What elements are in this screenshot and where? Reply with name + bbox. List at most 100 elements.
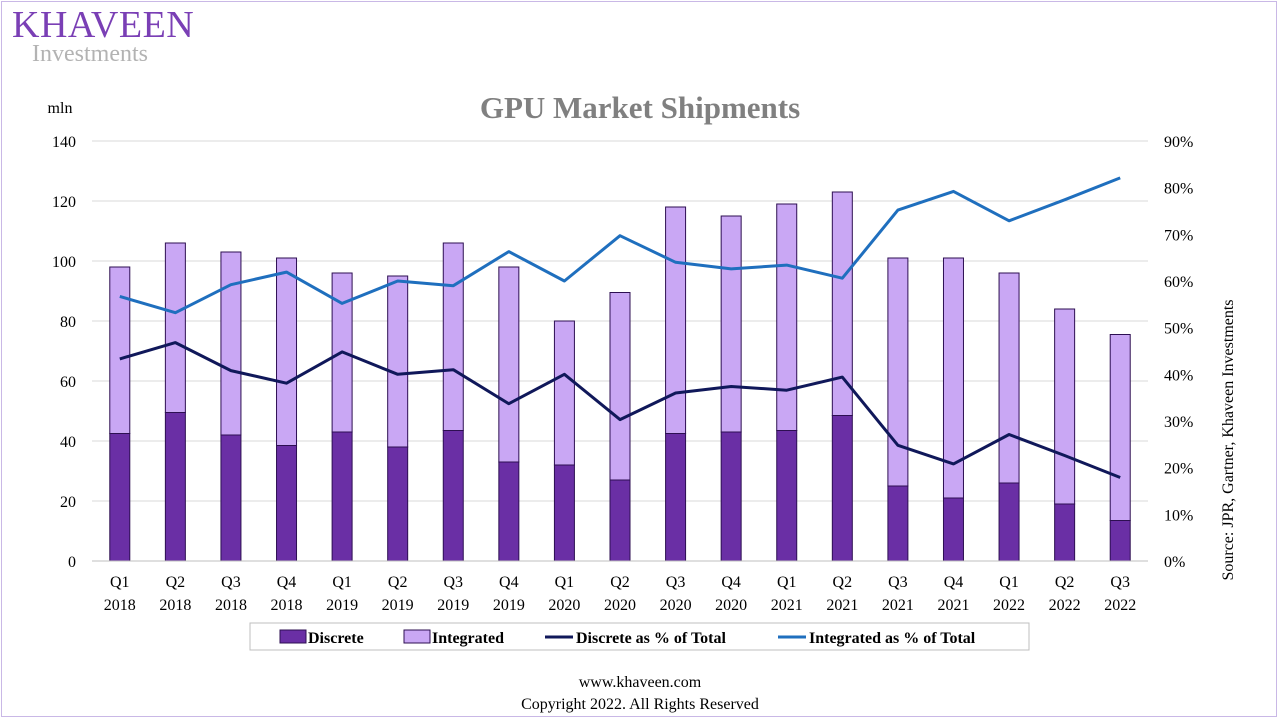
x-tick-year: 2021: [826, 597, 858, 614]
bar-discrete: [220, 434, 242, 562]
legend-label-discrete-pct: Discrete as % of Total: [576, 630, 726, 647]
x-tick-year: 2022: [993, 597, 1025, 614]
x-tick-year: 2019: [493, 597, 525, 614]
source-note: Source: JPR, Gartner, Khaveen Investment…: [1220, 299, 1237, 580]
bar-integrated: [887, 257, 909, 487]
footer-url: www.khaveen.com: [578, 674, 702, 691]
bar-discrete: [164, 412, 186, 562]
bar-integrated: [609, 292, 631, 481]
line-integrated-pct: [119, 176, 1121, 315]
x-tick-quarter: Q2: [610, 574, 630, 591]
x-tick-quarter: Q4: [277, 574, 297, 591]
bar-integrated: [665, 206, 687, 434]
x-tick-quarter: Q1: [555, 574, 575, 591]
bar-discrete: [720, 431, 742, 562]
x-tick-year: 2019: [326, 597, 358, 614]
y-tick-label: 120: [52, 194, 76, 211]
y-tick-label: 100: [52, 254, 76, 271]
x-tick-quarter: Q3: [221, 574, 241, 591]
y-tick-label: 140: [52, 134, 76, 151]
y2-tick-label: 0%: [1164, 554, 1185, 571]
x-tick-year: 2019: [437, 597, 469, 614]
line-discrete-pct: [119, 341, 1121, 479]
x-tick-year: 2019: [382, 597, 414, 614]
x-tick-year: 2022: [1049, 597, 1081, 614]
bar-discrete: [109, 433, 131, 562]
bar-integrated: [164, 242, 186, 413]
bar-discrete: [442, 430, 464, 562]
bar-discrete: [887, 485, 909, 562]
bar-integrated: [720, 215, 742, 433]
legend-label-discrete: Discrete: [308, 630, 364, 647]
legend-label-integrated-pct: Integrated as % of Total: [809, 630, 976, 647]
legend-box: [249, 622, 1030, 651]
x-tick-year: 2018: [215, 597, 247, 614]
x-tick-quarter: Q1: [999, 574, 1019, 591]
x-tick-quarter: Q3: [666, 574, 686, 591]
bar-integrated: [220, 251, 242, 436]
bar-integrated: [998, 272, 1020, 484]
bar-integrated: [1054, 308, 1076, 505]
brand-logo: KHAVEEN Investments: [12, 6, 194, 66]
bar-discrete: [998, 482, 1020, 562]
bar-integrated: [553, 320, 575, 466]
y-tick-label: 60: [60, 374, 76, 391]
x-tick-quarter: Q2: [1055, 574, 1075, 591]
x-tick-quarter: Q3: [1110, 574, 1130, 591]
x-tick-quarter: Q4: [944, 574, 964, 591]
y2-tick-label: 80%: [1164, 181, 1193, 198]
x-tick-quarter: Q3: [888, 574, 908, 591]
x-tick-year: 2021: [771, 597, 803, 614]
y-axis-unit-label: mln: [48, 100, 73, 117]
x-tick-year: 2020: [604, 597, 636, 614]
y2-tick-label: 30%: [1164, 414, 1193, 431]
bar-discrete: [1109, 520, 1131, 562]
bar-integrated: [109, 266, 131, 434]
bar-discrete: [831, 415, 853, 562]
y-tick-label: 40: [60, 434, 76, 451]
y2-tick-label: 70%: [1164, 227, 1193, 244]
x-tick-year: 2021: [882, 597, 914, 614]
x-tick-year: 2020: [715, 597, 747, 614]
bar-discrete: [331, 431, 353, 562]
legend-swatch-integrated: [403, 629, 431, 644]
bar-integrated: [1109, 334, 1131, 521]
bar-integrated: [776, 203, 798, 431]
y-tick-label: 20: [60, 494, 76, 511]
bar-discrete: [1054, 503, 1076, 562]
x-tick-quarter: Q1: [332, 574, 352, 591]
x-tick-year: 2018: [159, 597, 191, 614]
x-tick-quarter: Q2: [833, 574, 853, 591]
logo-sub-text: Investments: [32, 41, 148, 67]
bar-integrated: [442, 242, 464, 431]
bar-discrete: [776, 430, 798, 562]
y-tick-label: 80: [60, 314, 76, 331]
bar-integrated: [498, 266, 520, 463]
x-tick-quarter: Q4: [721, 574, 741, 591]
x-tick-year: 2018: [271, 597, 303, 614]
bar-integrated: [276, 257, 298, 446]
bar-discrete: [553, 464, 575, 562]
bar-integrated: [831, 191, 853, 416]
legend-swatch-discrete: [279, 629, 307, 644]
x-tick-year: 2020: [660, 597, 692, 614]
y2-tick-label: 60%: [1164, 274, 1193, 291]
bar-discrete: [276, 445, 298, 562]
bar-discrete: [942, 497, 964, 562]
x-tick-quarter: Q1: [777, 574, 797, 591]
y2-tick-label: 40%: [1164, 367, 1193, 384]
y2-tick-label: 20%: [1164, 461, 1193, 478]
x-tick-year: 2018: [104, 597, 136, 614]
x-tick-quarter: Q4: [499, 574, 519, 591]
x-tick-year: 2021: [937, 597, 969, 614]
x-tick-quarter: Q1: [110, 574, 130, 591]
footer-copyright: Copyright 2022. All Rights Reserved: [521, 696, 759, 713]
bar-integrated: [942, 257, 964, 499]
y-tick-label: 0: [68, 554, 76, 571]
chart-title: GPU Market Shipments: [480, 90, 800, 125]
y2-tick-label: 10%: [1164, 507, 1193, 524]
bar-discrete: [387, 446, 409, 562]
x-tick-year: 2022: [1104, 597, 1136, 614]
